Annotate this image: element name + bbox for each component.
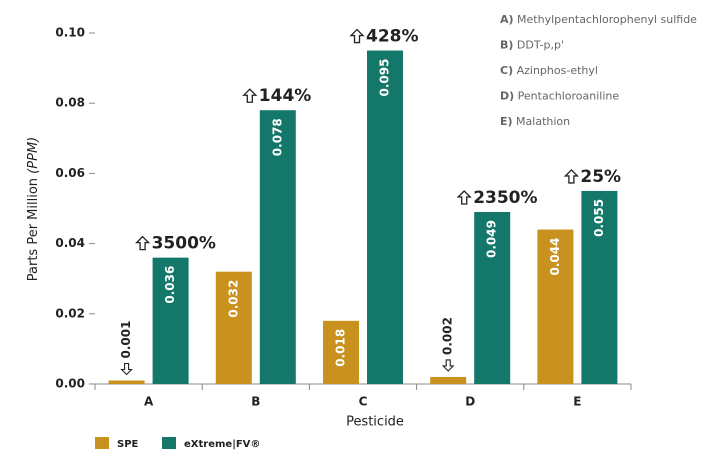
value-label: 0.001 — [119, 321, 133, 359]
bar — [430, 376, 467, 384]
down-arrow-icon — [441, 359, 455, 372]
y-tick-label: 0.02 — [55, 306, 85, 320]
y-tick-label: 0.06 — [55, 166, 85, 180]
change-annotation: 3500% — [152, 234, 216, 254]
value-label: 0.055 — [592, 199, 606, 237]
bar — [215, 271, 252, 384]
key-name: DDT-p,p' — [517, 39, 564, 52]
key-name: Azinphos-ethyl — [517, 64, 598, 77]
down-arrow-icon — [120, 362, 133, 376]
key-name: Pentachloroaniline — [518, 90, 620, 103]
y-tick-label: 0.04 — [55, 236, 85, 250]
change-annotation: 428% — [366, 27, 419, 47]
value-label: 0.078 — [270, 118, 284, 156]
bar — [259, 110, 296, 384]
change-annotation: 25% — [580, 167, 621, 187]
y-tick-label: 0.08 — [55, 96, 85, 110]
x-axis-label: Pesticide — [346, 415, 404, 430]
y-axis-label-text: Parts Per Million — [26, 178, 41, 281]
value-label: 0.095 — [378, 59, 392, 97]
change-annotation: 144% — [259, 86, 312, 106]
up-arrow-icon — [349, 28, 365, 44]
value-label: 0.032 — [226, 280, 240, 318]
up-arrow-icon — [242, 88, 258, 103]
key-entry: D) Pentachloroaniline — [500, 90, 619, 103]
x-tick-label: E — [573, 395, 581, 409]
value-label: 0.002 — [441, 317, 455, 355]
legend-swatch — [95, 437, 109, 449]
key-entry: E) Malathion — [500, 115, 570, 128]
legend-label: eXtreme|FV® — [184, 439, 260, 450]
value-label: 0.018 — [334, 329, 348, 367]
bar — [323, 320, 359, 384]
bar — [152, 257, 189, 384]
key-letter: C) — [500, 64, 513, 77]
key-letter: B) — [500, 39, 513, 52]
y-tick-label: 0.10 — [55, 26, 85, 40]
legend-swatch — [162, 437, 176, 449]
key-entry: B) DDT-p,p' — [500, 39, 564, 52]
bar — [108, 380, 145, 384]
key-name: Malathion — [516, 115, 570, 128]
up-arrow-icon — [563, 169, 579, 184]
value-label: 0.036 — [163, 266, 177, 304]
value-label: 0.044 — [548, 238, 562, 276]
x-tick-label: A — [144, 395, 154, 409]
key-entry: C) Azinphos-ethyl — [500, 64, 598, 77]
key-entry: A) Methylpentachlorophenyl sulfide — [500, 13, 697, 26]
key-letter: D) — [500, 90, 514, 103]
y-axis-unit: (PPM) — [26, 137, 41, 174]
x-tick-label: D — [465, 395, 475, 409]
key-letter: E) — [500, 115, 513, 128]
bar — [537, 229, 574, 384]
up-arrow-icon — [135, 235, 151, 251]
bar — [581, 190, 618, 384]
x-tick-label: B — [251, 395, 260, 409]
bar — [474, 212, 511, 384]
y-tick-label: 0.00 — [55, 377, 85, 391]
x-tick-label: C — [359, 395, 368, 409]
change-annotation: 2350% — [473, 188, 537, 208]
value-label: 0.049 — [485, 220, 499, 258]
bar — [367, 50, 403, 385]
key-name: Methylpentachlorophenyl sulfide — [517, 13, 697, 26]
up-arrow-icon — [456, 190, 472, 205]
key-letter: A) — [500, 13, 514, 26]
legend-label: SPE — [117, 439, 139, 450]
y-axis-label: Parts Per Million (PPM) — [26, 137, 41, 281]
